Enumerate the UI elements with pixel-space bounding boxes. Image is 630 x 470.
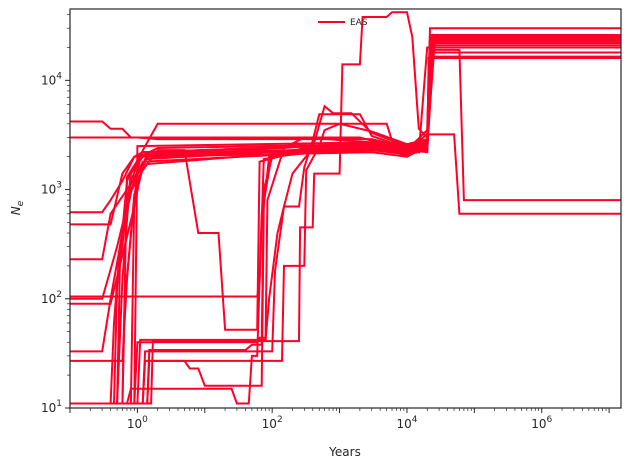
x-tick-label-base: 10: [262, 417, 277, 431]
x-tick-label-base: 10: [396, 417, 411, 431]
x-tick-label-exponent: 0: [142, 415, 148, 425]
y-tick-label: 104: [41, 71, 62, 87]
y-tick-label-base: 10: [41, 183, 56, 197]
x-tick-label-exponent: 2: [277, 415, 283, 425]
series-line-17: [70, 37, 621, 405]
x-axis: 100 102 104 106: [69, 408, 610, 431]
y-axis-title-sub: e: [16, 200, 26, 206]
x-axis-title: Years: [328, 445, 361, 459]
y-tick-label-base: 10: [41, 292, 56, 306]
series-line-20: [70, 35, 621, 405]
x-tick-label: 104: [396, 415, 417, 431]
y-tick-label: 103: [41, 181, 62, 197]
series-line-23: [70, 11, 621, 405]
y-tick-label-exponent: 3: [56, 181, 62, 191]
series-line-1: [70, 46, 621, 154]
y-tick-label-exponent: 1: [56, 399, 62, 409]
x-tick-label-base: 10: [531, 417, 546, 431]
x-tick-label-exponent: 4: [412, 415, 418, 425]
legend-label: EAS: [350, 18, 368, 28]
y-axis-title-base: N: [9, 206, 23, 215]
series-line-18: [70, 35, 621, 405]
series-layer: [70, 11, 621, 405]
x-tick-label: 102: [262, 415, 283, 431]
y-tick-label-base: 10: [41, 401, 56, 415]
plot-frame: [69, 8, 622, 409]
series-line-26: [70, 46, 621, 405]
series-line-25: [70, 48, 621, 405]
legend: EAS: [318, 18, 368, 28]
x-tick-label: 100: [127, 415, 148, 431]
x-tick-label-exponent: 6: [547, 415, 553, 425]
x-tick-label-base: 10: [127, 417, 142, 431]
y-axis-title: Ne: [9, 200, 26, 215]
y-tick-label-exponent: 4: [56, 71, 62, 81]
y-tick-label: 102: [41, 290, 62, 306]
y-tick-label: 101: [41, 399, 62, 415]
y-tick-label-base: 10: [41, 73, 56, 87]
x-tick-label: 106: [531, 415, 552, 431]
y-tick-label-exponent: 2: [56, 290, 62, 300]
